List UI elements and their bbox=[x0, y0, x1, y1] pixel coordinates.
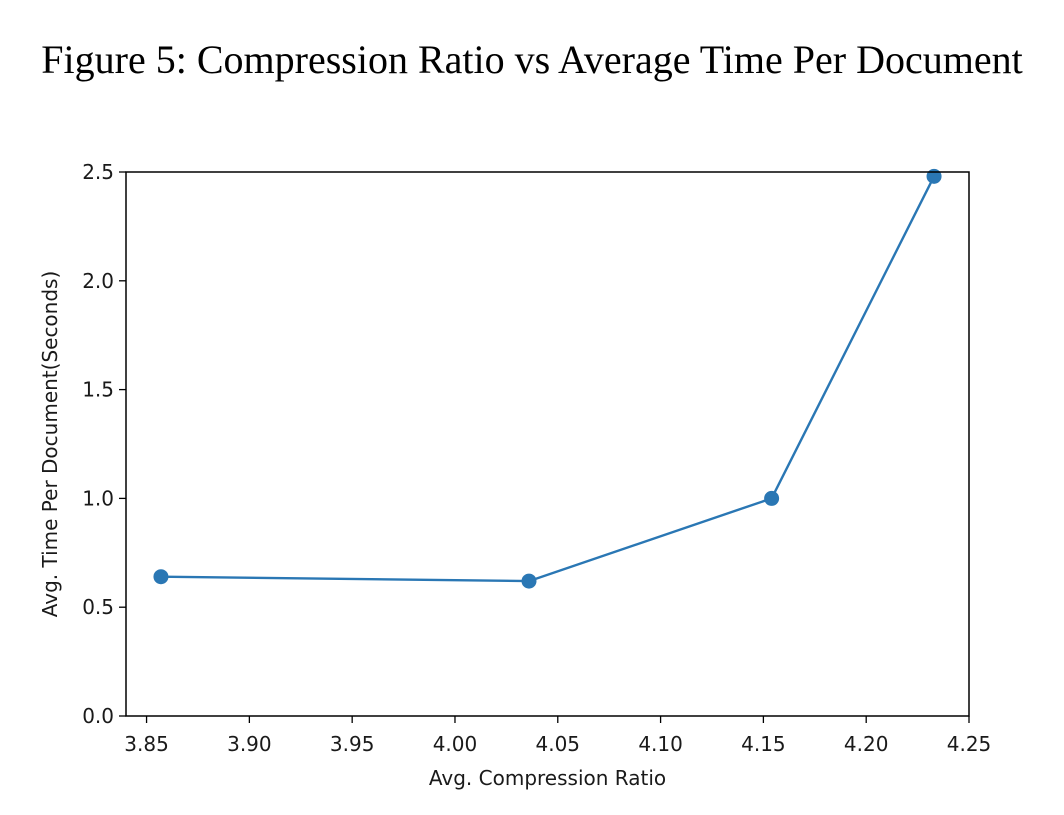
x-tick-label: 4.10 bbox=[638, 732, 683, 756]
x-tick-label: 4.15 bbox=[741, 732, 786, 756]
data-point bbox=[764, 490, 780, 506]
x-tick-label: 4.05 bbox=[536, 732, 581, 756]
series-line bbox=[160, 175, 936, 583]
figure-title: Figure 5: Compression Ratio vs Average T… bbox=[41, 37, 1023, 82]
x-tick-label: 3.95 bbox=[330, 732, 375, 756]
y-tick-label: 1.0 bbox=[82, 486, 114, 510]
x-tick-label: 3.85 bbox=[124, 732, 169, 756]
plot-frame bbox=[125, 171, 970, 717]
x-tick-label: 3.90 bbox=[227, 732, 272, 756]
y-tick-label: 2.0 bbox=[82, 269, 114, 293]
x-tick-label: 4.20 bbox=[844, 732, 889, 756]
x-tick-label: 4.25 bbox=[947, 732, 992, 756]
y-tick-label: 1.5 bbox=[82, 378, 114, 402]
plot-area bbox=[153, 168, 942, 589]
x-axis-label: Avg. Compression Ratio bbox=[429, 766, 666, 790]
data-point bbox=[153, 569, 169, 585]
y-axis: 0.0 0.5 1.0 1.5 2.0 2.5 bbox=[82, 160, 126, 728]
y-tick-label: 0.5 bbox=[82, 595, 114, 619]
data-point bbox=[521, 573, 537, 589]
x-tick-label: 4.00 bbox=[433, 732, 478, 756]
y-tick-label: 2.5 bbox=[82, 160, 114, 184]
y-tick-label: 0.0 bbox=[82, 704, 114, 728]
data-point bbox=[926, 168, 942, 184]
y-axis-label: Avg. Time Per Document(Seconds) bbox=[38, 271, 62, 618]
x-axis: 3.85 3.90 3.95 4.00 4.05 4.10 4.15 4.20 4.25 bbox=[124, 716, 991, 756]
